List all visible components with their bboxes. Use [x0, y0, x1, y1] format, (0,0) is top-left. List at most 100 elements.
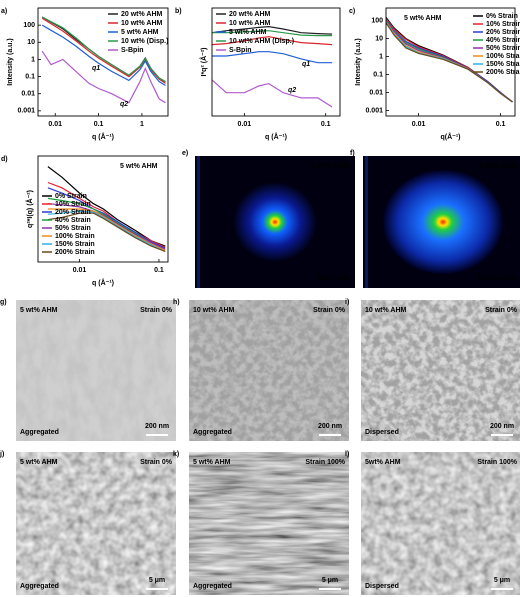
state-label: Dispersed [365, 583, 399, 590]
legend-label: 5 wt% AHM [229, 29, 267, 36]
scale-bar [146, 588, 168, 590]
strain-label: Strain 100% [305, 459, 345, 466]
micrograph [361, 300, 520, 441]
series-line [386, 22, 513, 103]
sample-label: 5 wt% AHM [193, 459, 231, 466]
x-axis-label: q (Å⁻¹) [92, 278, 114, 287]
annotation: q1 [92, 65, 100, 72]
legend-label: 10 wt% AHM [229, 20, 271, 27]
micrograph [16, 452, 176, 595]
beamstop [365, 156, 368, 288]
x-axis-label: q (Å⁻¹) [92, 132, 114, 141]
strain-label: Strain 0% [485, 307, 518, 314]
series-line [47, 187, 166, 249]
micrograph [189, 452, 349, 595]
series-line [47, 208, 166, 251]
series-line [47, 212, 166, 252]
x-tick-label: 0.1 [496, 121, 506, 128]
x-axis-label: q (Å⁻¹) [265, 132, 287, 141]
series-line [47, 181, 166, 248]
sample-label: 10 wt% AHM [365, 307, 407, 314]
x-tick-label: 0.01 [73, 267, 87, 274]
y-tick-label: 0.1 [25, 73, 35, 80]
x-tick-label: 0.01 [412, 121, 426, 128]
y-tick-label: 0.01 [21, 91, 35, 98]
legend-label: 10% Strain [486, 21, 520, 28]
sample-label: 10 wt% AHM [193, 307, 235, 314]
panel-label: a) [1, 8, 7, 15]
series-line [212, 25, 333, 35]
scale-label: 5 μm [149, 577, 165, 584]
panel-label: f) [350, 150, 355, 157]
y-axis-label: Intensity (a.u.) [7, 38, 14, 85]
legend-label: 10 wt% AHM (Disp.) [229, 38, 294, 45]
scale-label: 200 nm [490, 423, 514, 430]
x-tick-label: 0.1 [154, 267, 164, 274]
x-tick-label: 0.01 [48, 121, 62, 128]
panel-label: b) [175, 8, 182, 15]
legend-label: S-Bpin [229, 47, 252, 54]
panel-label: c) [349, 8, 355, 15]
panel-label: h) [173, 299, 180, 306]
beamstop [197, 156, 200, 288]
y-tick-label: 0.1 [373, 71, 383, 78]
scale-bar [491, 588, 513, 590]
panel-label: l) [345, 451, 349, 458]
y-tick-label: 0.001 [365, 107, 383, 114]
sample-label: 5 wt% AHM [20, 307, 58, 314]
y-tick-label: 100 [371, 17, 383, 24]
legend-label: 10 wt% AHM [121, 20, 163, 27]
micrograph [361, 452, 520, 595]
scale-label: 5 μm [494, 577, 510, 584]
legend-label: 20 wt% AHM [229, 11, 271, 18]
x-tick-label: 1 [140, 121, 144, 128]
saxs-pattern [233, 182, 317, 262]
saxs-strain: Strain 150% [477, 275, 517, 282]
y-axis-label: q²*I(q) (Å⁻²) [25, 190, 34, 228]
micrograph [189, 300, 349, 441]
saxs-sample: 5 wt% AHM [480, 163, 518, 170]
legend-label: 50% Strain [486, 45, 520, 52]
panel-label: k) [173, 451, 179, 458]
legend-label: 20 wt% AHM [121, 11, 163, 18]
state-label: Aggregated [20, 583, 59, 590]
scale-bar [146, 434, 168, 436]
saxs-strain: Strain 0% [317, 275, 350, 282]
legend-label: 150% Strain [486, 61, 520, 68]
series-line [212, 36, 333, 46]
chart-title: 5 wt% AHM [120, 163, 158, 170]
legend-label: 10 wt% (Disp.) [121, 38, 168, 45]
legend-label: 40% Strain [486, 37, 520, 44]
strain-label: Strain 0% [140, 459, 173, 466]
panel-label: j) [0, 451, 4, 458]
panel-label: i) [345, 299, 349, 306]
legend-label: 10% Strain [55, 201, 91, 208]
state-label: Dispersed [365, 429, 399, 436]
strain-label: Strain 0% [140, 307, 173, 314]
series-line [41, 50, 166, 104]
plot-frame [37, 7, 169, 117]
scale-bar [319, 588, 341, 590]
y-tick-label: 10 [375, 35, 383, 42]
y-tick-label: 10 [27, 39, 35, 46]
series-line [47, 166, 166, 247]
panel-label: g) [0, 299, 7, 306]
series-line [41, 17, 166, 84]
series-line [41, 24, 166, 87]
annotation: q2 [120, 101, 128, 108]
legend-label: 200% Strain [55, 249, 95, 256]
x-tick-label: 0.1 [321, 121, 331, 128]
y-axis-label: Intensity (a.u.) [355, 38, 362, 85]
series-line [212, 51, 333, 64]
legend-label: 20% Strain [486, 29, 520, 36]
y-tick-label: 1 [379, 53, 383, 60]
scale-label: 200 nm [318, 423, 342, 430]
annotation: q1 [302, 61, 310, 68]
series-line [212, 79, 333, 108]
legend-label: 40% Strain [55, 217, 91, 224]
legend-label: 20% Strain [55, 209, 91, 216]
micrograph [16, 300, 176, 441]
legend-label: S-Bpin [121, 47, 144, 54]
plot-frame [211, 7, 341, 117]
